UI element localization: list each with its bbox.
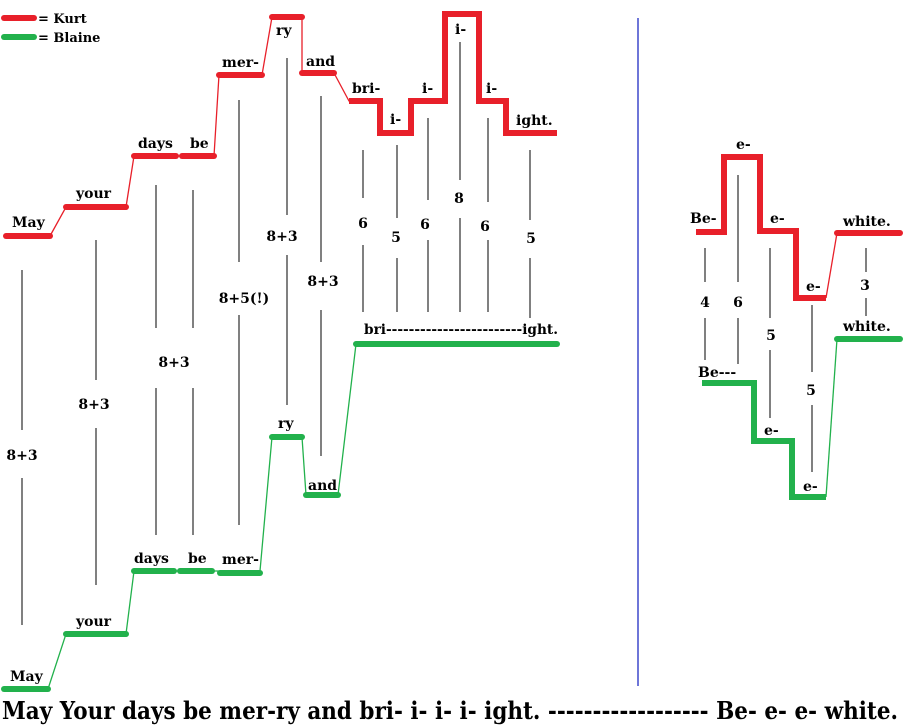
blaine-syllable: e- [764,423,779,439]
interval-label: 6 [420,217,430,233]
kurt-syllable: your [75,186,112,202]
blaine-syllable: and [308,478,337,494]
interval-label: 8+3 [78,397,109,413]
interval-label: 6 [358,216,368,232]
kurt-syllable: i- [455,22,466,38]
interval-label: 6 [733,295,743,311]
kurt-syllable: mer- [222,55,259,71]
kurt-syllable: i- [486,81,497,97]
phrase1-blaine-line [1,341,560,692]
interval-label: 6 [480,219,490,235]
kurt-syllable: e- [736,137,751,153]
kurt-syllable: e- [770,211,785,227]
blaine-syllable: be [188,551,207,567]
legend-kurt-label: = Kurt [38,12,87,27]
interval-label: 8+5(!) [219,291,270,307]
blaine-connector [825,338,838,498]
phrase2-blaine-line [702,336,903,500]
phrase2-kurt-line [696,154,903,301]
phrase1-blaine-syllables: May your days be mer- ry and bri--------… [10,322,558,685]
kurt-syllable: days [138,136,173,152]
blaine-syllable: e- [803,479,818,495]
interval-label: 8+3 [266,229,297,245]
phrase2-kurt-syllables: Be- e- e- e- white. [690,137,891,295]
kurt-syllable: i- [390,112,401,128]
phrase2-interval-labels: 4 6 5 5 3 [700,278,870,399]
interval-label: 4 [700,295,710,311]
interval-label: 5 [391,230,401,246]
interval-label: 5 [806,383,816,399]
kurt-melisma [696,154,826,301]
phrase1-kurt-syllables: May your days be mer- ry and bri- i- i- … [12,22,553,231]
kurt-syllable: white. [842,214,891,230]
kurt-melisma [349,11,557,136]
kurt-syllable: ight. [516,113,553,129]
kurt-syllable: May [12,215,46,231]
blaine-syllable: days [134,551,169,567]
blaine-connector [47,343,557,690]
kurt-syllable: i- [422,81,433,97]
kurt-syllable: be [190,136,209,152]
blaine-syllable: mer- [222,552,259,568]
phrase2-blaine-syllables: Be--- e- e- white. [698,319,891,495]
interval-label: 5 [766,328,776,344]
kurt-syllable: and [306,54,335,70]
blaine-syllable: white. [842,319,891,335]
phrase1-kurt-line [3,11,557,239]
legend-blaine-label: = Blaine [38,31,100,46]
kurt-connector [825,232,838,299]
interval-label: 5 [526,231,536,247]
blaine-syllable: Be--- [698,365,736,381]
interval-label: 8 [454,191,464,207]
kurt-syllable: ry [276,23,292,39]
interval-label: 8+3 [307,274,338,290]
interval-label: 8+3 [158,355,189,371]
phrase1-interval-labels: 8+3 8+3 8+3 8+5(!) 8+3 8+3 6 5 6 8 6 5 [6,191,535,464]
blaine-syllable: your [75,614,112,630]
phrase2-interval-lines [704,175,867,472]
blaine-melisma [702,380,826,500]
kurt-syllable: Be- [690,211,717,227]
blaine-syllable: May [10,669,44,685]
interval-label: 3 [860,278,870,294]
blaine-syllable: bri------------------------ight. [364,322,558,338]
kurt-syllable: e- [806,279,821,295]
legend: = Kurt = Blaine [1,12,100,46]
kurt-syllable: bri- [352,81,380,97]
blaine-syllable: ry [278,416,294,432]
phrase1-interval-lines [21,42,531,625]
lyrics-line: May Your days be mer-ry and bri- i- i- i… [2,696,898,725]
interval-label: 8+3 [6,448,37,464]
